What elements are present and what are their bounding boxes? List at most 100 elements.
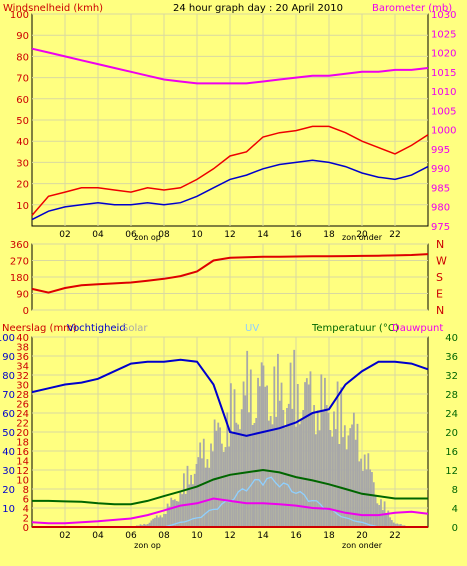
rain-tick-label: 12 [16,466,29,477]
wind-tick-label: 30 [16,158,29,169]
direction-tick-label: 270 [10,257,29,268]
speed-line [31,159,429,221]
rain-tick-label: 38 [16,343,29,354]
rain-tick-label: 28 [16,390,29,401]
x-tick-label: 22 [389,230,400,240]
rain-tick-label: 40 [16,333,29,344]
temperature-tick-label: 8 [452,485,458,496]
sunrise-label: zon op [134,233,161,242]
humidity-tick-label: 40 [2,447,15,458]
x-tick-label: 16 [290,230,302,240]
sunset-label: zon onder [342,541,383,550]
wind-axis-label: Windsnelheid (kmh) [3,3,103,14]
temperature-tick-label: 36 [445,352,458,363]
barometer-tick-label: 990 [431,164,450,175]
wind-tick-label: 40 [16,137,29,148]
humidity-axis-label: Vochtigheid [67,323,126,334]
x-tick-label: 08 [158,230,170,240]
rain-tick-label: 26 [16,400,29,411]
barometer-tick-label: 1020 [431,49,456,60]
rain-tick-label: 32 [16,371,29,382]
rain-tick-label: 22 [16,419,29,430]
barometer-line [31,47,429,85]
barometer-tick-label: 995 [431,145,450,156]
wind-tick-label: 70 [16,74,29,85]
humidity-tick-label: 30 [2,466,15,477]
x-tick-label: 16 [290,531,302,541]
rain-tick-label: 18 [16,438,29,449]
humidity-tick-label: 50 [2,428,15,439]
rain-tick-label: 8 [23,485,29,496]
x-tick-label: 02 [59,531,70,541]
wind-tick-label: 80 [16,52,29,63]
temperature-line [32,468,428,506]
wind-tick-label: 10 [16,201,29,212]
barometer-tick-label: 1005 [431,106,456,117]
rain-tick-label: 20 [16,428,29,439]
humidity-tick-label: 10 [2,504,15,515]
wind-tick-label: 60 [16,95,29,106]
x-tick-label: 08 [158,531,170,541]
barometer-tick-label: 980 [431,203,450,214]
rain-tick-label: 14 [16,457,29,468]
humidity-tick-label: 70 [2,390,15,401]
rain-tick-label: 0 [23,523,29,534]
chart-title: 24 hour graph day : 20 April 2010 [173,3,343,14]
rain-tick-label: 24 [16,409,29,420]
x-tick-label: 18 [323,230,335,240]
x-tick-label: 12 [224,531,235,541]
temperature-tick-label: 40 [445,333,458,344]
temperature-tick-label: 28 [445,390,458,401]
wind-tick-label: 100 [10,10,29,21]
temperature-tick-label: 0 [452,523,458,534]
compass-label: W [436,255,447,268]
x-tick-label: 10 [191,230,203,240]
rain-tick-label: 16 [16,447,29,458]
gust-line [31,125,429,216]
rain-tick-label: 36 [16,352,29,363]
solar-axis-label: Solar [122,323,148,334]
generated-marks: 1020304050607080901009759809859909951000… [0,10,458,550]
temperature-tick-label: 20 [445,428,458,439]
x-tick-label: 14 [257,531,269,541]
compass-label: N [436,304,444,317]
x-tick-label: 02 [59,230,70,240]
temperature-axis-label: Temperatuur (°C) [311,323,399,334]
x-tick-label: 20 [356,230,368,240]
barometer-axis-label: Barometer (mb) [372,3,452,14]
x-tick-label: 06 [125,230,137,240]
x-tick-label: 14 [257,230,269,240]
direction-tick-label: 90 [16,290,29,301]
humidity-tick-label: 80 [2,371,15,382]
wind-tick-label: 20 [16,180,29,191]
rain-tick-label: 6 [23,495,29,506]
barometer-tick-label: 1015 [431,68,456,79]
sunrise-label: zon op [134,541,161,550]
barometer-tick-label: 1030 [431,10,456,21]
sunset-label: zon onder [342,233,383,242]
dewpoint-line [31,497,429,525]
x-tick-label: 04 [92,230,104,240]
barometer-tick-label: 1010 [431,87,456,98]
x-tick-label: 04 [92,531,104,541]
x-tick-label: 18 [323,531,335,541]
direction-tick-label: 180 [10,273,29,284]
barometer-tick-label: 985 [431,183,450,194]
compass-label: E [436,288,443,301]
dewpoint-axis-label: Dauwpunt [392,323,443,334]
rain-tick-label: 10 [16,476,29,487]
x-tick-label: 10 [191,531,203,541]
uv-axis-label: UV [245,323,259,334]
temperature-tick-label: 24 [445,409,458,420]
direction-line [31,253,429,294]
rain-tick-label: 4 [23,504,29,515]
temperature-tick-label: 4 [452,504,458,515]
barometer-tick-label: 1025 [431,29,456,40]
x-tick-label: 22 [389,531,400,541]
rain-axis-label: Neerslag (mm) [2,323,77,334]
x-tick-label: 20 [356,531,368,541]
rain-tick-label: 2 [23,514,29,525]
rain-tick-label: 30 [16,381,29,392]
barometer-tick-label: 1000 [431,126,456,137]
